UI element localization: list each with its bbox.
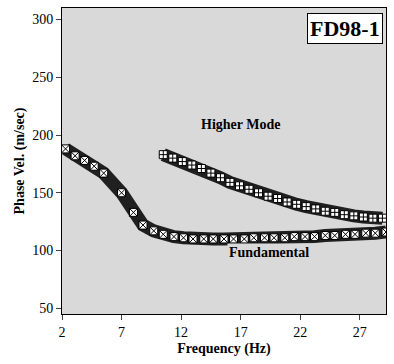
svg-text:7: 7	[118, 325, 125, 340]
svg-text:Higher Mode: Higher Mode	[201, 117, 280, 132]
svg-text:Phase Vel. (m/sec): Phase Vel. (m/sec)	[12, 107, 28, 214]
svg-text:FD98-1: FD98-1	[310, 16, 380, 41]
svg-text:50: 50	[39, 301, 53, 316]
svg-text:100: 100	[32, 243, 53, 258]
svg-text:Frequency (Hz): Frequency (Hz)	[177, 341, 271, 357]
svg-text:150: 150	[32, 186, 53, 201]
svg-text:12: 12	[174, 325, 188, 340]
svg-text:200: 200	[32, 128, 53, 143]
svg-text:27: 27	[353, 325, 367, 340]
svg-text:Fundamental: Fundamental	[229, 245, 309, 260]
svg-text:17: 17	[234, 325, 248, 340]
svg-text:250: 250	[32, 70, 53, 85]
svg-text:22: 22	[293, 325, 307, 340]
svg-text:300: 300	[32, 12, 53, 27]
svg-text:2: 2	[59, 325, 66, 340]
